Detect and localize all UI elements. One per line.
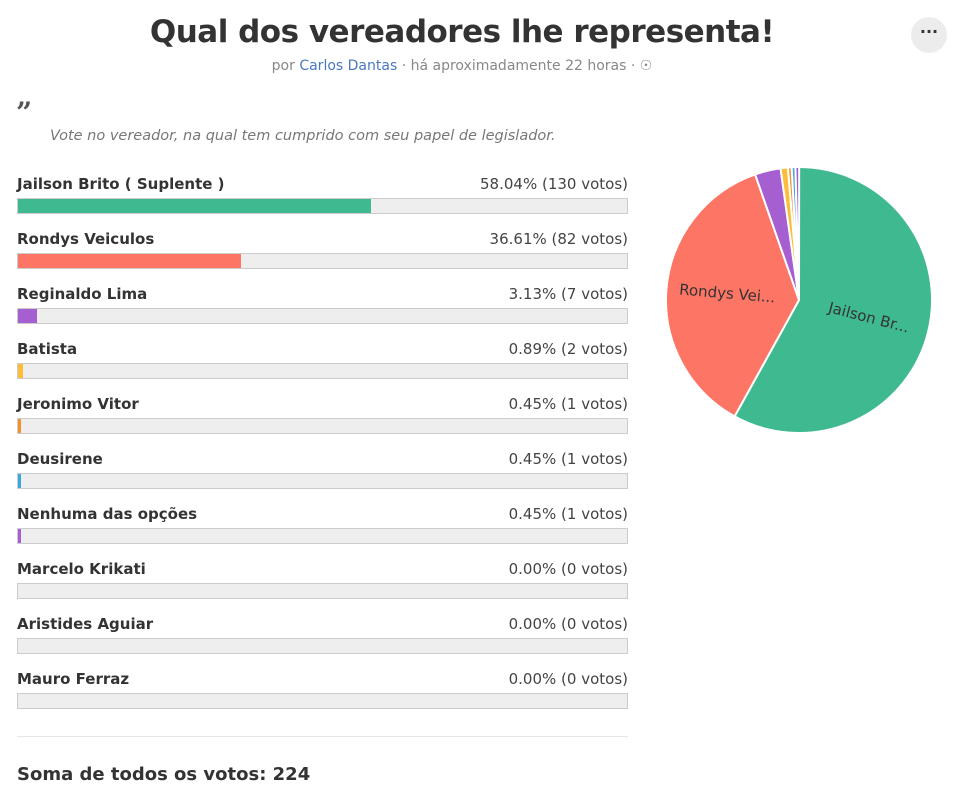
option-name: Nenhuma das opções — [17, 505, 198, 523]
bar — [18, 419, 21, 433]
bar — [18, 309, 38, 323]
option: Reginaldo Lima 3.13% (7 votos) — [17, 285, 628, 325]
option: Batista 0.89% (2 votos) — [17, 340, 628, 380]
option: Deusirene 0.45% (1 votos) — [17, 450, 628, 490]
option-name: Marcelo Krikati — [17, 560, 146, 578]
option-name: Batista — [17, 340, 78, 358]
globe-icon: ☉ — [639, 58, 653, 74]
bar — [18, 364, 24, 378]
author-link[interactable]: Carlos Dantas — [299, 58, 398, 74]
time: · há aproximadamente 22 horas · — [401, 58, 636, 74]
option-result: 0.00% (0 votos) — [508, 560, 628, 578]
bar-track — [17, 418, 628, 434]
option: Nenhuma das opções 0.45% (1 votos) — [17, 505, 628, 545]
pie-slice — [794, 166, 801, 301]
option-name: Aristides Aguiar — [17, 615, 154, 633]
bar — [18, 529, 21, 543]
bar-track — [17, 198, 628, 214]
poll-meta: por Carlos Dantas · há aproximadamente 2… — [0, 58, 924, 74]
option-name: Mauro Ferraz — [17, 670, 130, 688]
bar — [18, 254, 241, 268]
option-result: 3.13% (7 votos) — [508, 285, 628, 303]
option: Aristides Aguiar 0.00% (0 votos) — [17, 615, 628, 655]
by: por — [271, 58, 295, 74]
pie-slice — [665, 173, 801, 418]
option-result: 0.00% (0 votos) — [508, 615, 628, 633]
quote-icon: ” — [16, 96, 33, 129]
more-button[interactable]: ··· — [911, 17, 947, 53]
option-name: Jailson Brito ( Suplente ) — [17, 175, 225, 193]
bar-track — [17, 363, 628, 379]
option: Jeronimo Vitor 0.45% (1 votos) — [17, 395, 628, 435]
total-votes: Soma de todos os votos: 224 — [17, 764, 311, 785]
bar-track — [17, 693, 628, 709]
option-result: 0.00% (0 votos) — [508, 670, 628, 688]
bar-track — [17, 308, 628, 324]
bar-track — [17, 473, 628, 489]
bar-track — [17, 583, 628, 599]
option-result: 58.04% (130 votos) — [480, 175, 628, 193]
option-result: 0.45% (1 votos) — [508, 395, 628, 413]
option: Mauro Ferraz 0.00% (0 votos) — [17, 670, 628, 710]
option-result: 0.45% (1 votos) — [508, 505, 628, 523]
option: Rondys Veiculos 36.61% (82 votos) — [17, 230, 628, 270]
option-result: 0.89% (2 votos) — [508, 340, 628, 358]
option: Marcelo Krikati 0.00% (0 votos) — [17, 560, 628, 600]
option-name: Jeronimo Vitor — [17, 395, 139, 413]
option-result: 36.61% (82 votos) — [489, 230, 628, 248]
bar — [18, 199, 372, 213]
option-name: Reginaldo Lima — [17, 285, 148, 303]
bar-track — [17, 253, 628, 269]
pie-slice — [733, 165, 933, 434]
pie-chart: Jailson Br...Rondys Vei... — [665, 165, 933, 434]
bar-track — [17, 638, 628, 654]
option-result: 0.45% (1 votos) — [508, 450, 628, 468]
divider — [17, 736, 628, 737]
bar-track — [17, 528, 628, 544]
option-name: Deusirene — [17, 450, 103, 468]
description: Vote no vereador, na qual tem cumprido c… — [50, 128, 556, 144]
option-name: Rondys Veiculos — [17, 230, 155, 248]
bar — [18, 474, 21, 488]
option: Jailson Brito ( Suplente ) 58.04% (130 vo… — [17, 175, 628, 215]
poll-title: Qual dos vereadores lhe representa! — [149, 14, 775, 50]
